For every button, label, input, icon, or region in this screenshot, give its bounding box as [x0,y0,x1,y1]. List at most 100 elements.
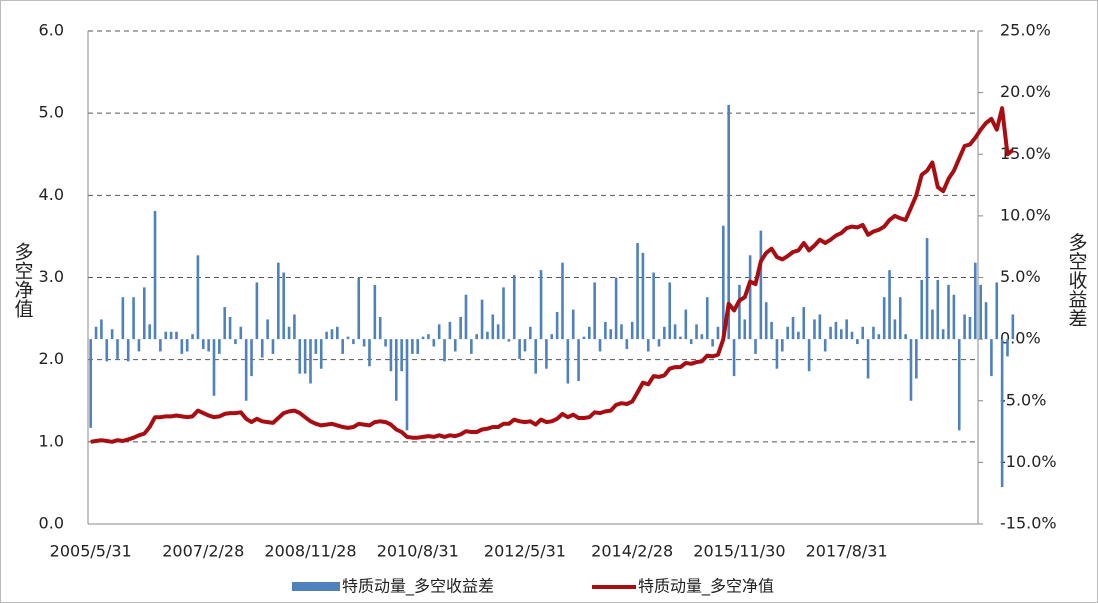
x-tick-label: 2007/2/28 [162,542,244,561]
bar [947,284,950,340]
bar [416,339,420,354]
legend-swatch [292,582,340,591]
bar [298,339,302,374]
y2-tick-label: 0.0% [1000,329,1041,348]
bar [979,284,982,340]
bar [201,339,205,349]
bar [700,334,704,340]
y2-tick-label: -10.0% [1000,452,1057,471]
bar [228,316,232,340]
y-tick-label: 3.0 [39,267,64,286]
bar [539,270,543,340]
bar [491,314,495,340]
bar [212,339,216,396]
legend-label: 特质动量_多空净值 [638,577,774,597]
bar [684,309,688,340]
bar [764,302,768,340]
bar [427,334,430,340]
bar [159,339,162,352]
y2-tick-label: -15.0% [1000,514,1057,533]
bar [652,272,655,340]
bar [823,339,827,352]
bar [587,326,591,340]
bar [239,326,243,340]
bar [421,336,425,340]
bar [748,255,752,340]
bar [689,339,693,345]
bar [411,339,414,354]
bar [920,279,924,340]
bar [518,339,521,359]
bar [941,329,945,340]
bar [915,339,918,379]
bar [545,339,548,369]
bar [695,324,698,340]
bar [797,331,800,340]
bar [341,339,344,354]
bar [550,334,554,340]
bar [100,319,103,340]
bar [866,339,870,379]
bar [352,339,355,345]
bar [786,326,789,340]
bar [394,339,398,401]
bar [523,339,527,352]
bar [191,334,194,340]
y-tick-label: 5.0 [39,103,64,122]
bar [829,326,832,340]
bar [882,297,886,340]
bar [319,339,323,369]
y-tick-label: 0.0 [39,514,64,533]
bar [813,319,816,340]
bar [1006,339,1009,357]
bar [909,339,913,401]
bar [781,339,784,352]
bar [169,331,173,340]
x-tick-label: 2008/11/28 [264,542,356,561]
bar [604,321,607,340]
line [90,106,1015,444]
bar [598,339,602,352]
bar [571,309,575,340]
bar [984,302,988,340]
bar [437,324,441,340]
bar [968,316,972,340]
bar [368,339,371,367]
bar [566,339,570,384]
y-axis-label: 多空净值 [12,242,34,318]
legend-label: 特质动量_多空收益差 [342,577,494,597]
bar [373,284,377,340]
y-tick-label: 2.0 [39,349,64,368]
x-tick-label: 2014/2/28 [591,542,673,561]
bar [137,339,141,352]
bar [336,326,339,340]
y2-tick-label: 5.0% [1000,267,1041,286]
bar [443,339,446,362]
bar [727,104,730,340]
bar [593,282,596,340]
bar [148,324,151,340]
bar [679,336,682,340]
bar [432,339,436,347]
bar [990,339,993,377]
bar [614,277,618,340]
bar [898,297,902,340]
bar [282,272,285,340]
bar [132,297,135,340]
x-tick-label: 2005/5/31 [50,542,132,561]
bar [561,262,564,340]
bar [459,316,462,340]
bar [743,319,747,340]
bar [126,339,130,362]
bar [266,319,269,340]
bar [400,339,403,372]
bar [872,326,875,340]
y2-tick-label: 10.0% [1000,205,1051,224]
bar [260,339,264,358]
bar [534,339,537,374]
bar [271,339,275,354]
bar [974,262,977,340]
bar [807,339,811,372]
bar [705,297,709,340]
bar [775,339,779,369]
